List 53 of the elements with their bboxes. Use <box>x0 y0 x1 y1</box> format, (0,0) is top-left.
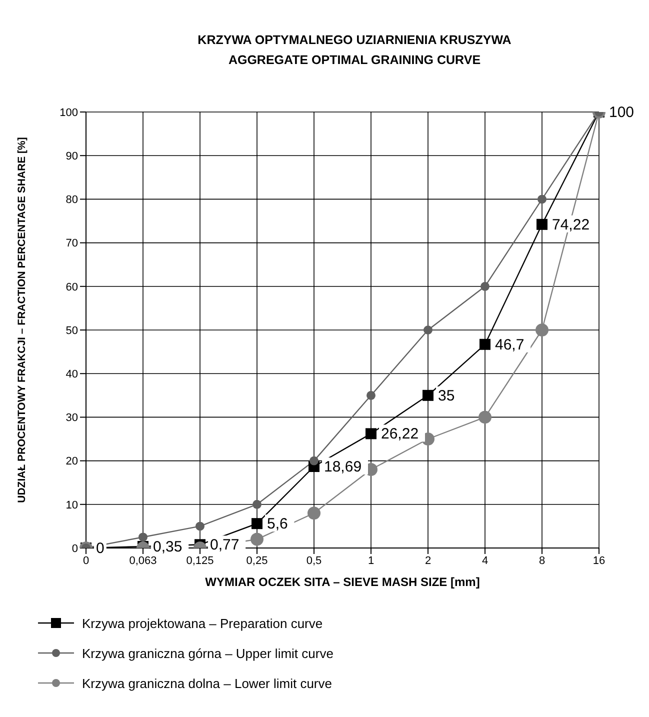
x-tick-label: 8 <box>538 554 546 567</box>
point <box>536 324 548 336</box>
x-tick-label: 0,5 <box>306 554 322 567</box>
point <box>536 218 548 230</box>
y-tick-label: 40 <box>66 368 78 381</box>
point <box>424 326 432 334</box>
point <box>252 500 262 509</box>
point <box>308 506 320 520</box>
x-tick-label: 2 <box>424 554 432 567</box>
y-axis-title: UDZIAŁ PROCENTOWY FRAKCJI – FRACTION PERCENTAGE SHARE [%] <box>16 137 28 503</box>
y-tick-label: 0 <box>72 542 78 555</box>
point <box>478 410 492 424</box>
point <box>366 390 376 400</box>
y-tick-label: 30 <box>66 412 78 424</box>
chart-title: KRZYWA OPTYMALNEGO UZIARNIENIA KRUSZYWA AGGREGATE OPTIMAL GRAINING CURVE <box>196 32 512 69</box>
data-label: 5,6 <box>267 516 288 533</box>
y-tick-label: 70 <box>66 238 78 250</box>
data-label: 18,69 <box>324 458 362 476</box>
point <box>310 456 318 466</box>
y-tick-label: 80 <box>66 194 78 206</box>
data-label: 0,77 <box>210 536 240 554</box>
x-tick-label: 0,25 <box>246 554 268 567</box>
y-tick-label: 50 <box>66 324 78 337</box>
y-tick-label: 90 <box>66 150 78 163</box>
point <box>252 518 262 530</box>
data-label: 35 <box>438 387 455 404</box>
data-label: 0,35 <box>153 538 182 556</box>
y-tick-label: 60 <box>66 281 78 294</box>
data-label: 74,22 <box>552 216 590 234</box>
point <box>480 338 490 350</box>
x-tick-label: 1 <box>368 554 374 567</box>
point <box>250 532 264 546</box>
x-tick-label: 0,125 <box>186 554 214 567</box>
point <box>480 282 490 291</box>
x-axis-title: WYMIAR OCZEK SITA – SIEVE MASH SIZE [mm] <box>205 575 480 589</box>
y-tick-label: 20 <box>66 456 78 468</box>
y-tick-label: 100 <box>60 106 78 119</box>
data-label: 46,7 <box>495 336 524 354</box>
legend-label: Krzywa graniczna dolna – Lower limit curve <box>82 676 332 690</box>
point <box>138 532 148 542</box>
x-tick-label: 16 <box>592 554 606 567</box>
x-tick-label: 0 <box>82 554 90 567</box>
x-tick-label: 0,063 <box>129 554 157 567</box>
point <box>196 522 204 531</box>
y-tick-label: 10 <box>66 499 78 512</box>
point <box>366 428 376 440</box>
legend-label: Krzywa graniczna górna – Upper limit curve <box>82 646 334 660</box>
data-label: 100 <box>609 104 634 121</box>
point <box>538 194 546 204</box>
data-label: 26,22 <box>381 426 419 443</box>
point <box>422 390 434 401</box>
legend-label: Krzywa projektowana – Preparation curve <box>82 616 323 630</box>
x-tick-label: 4 <box>482 554 488 567</box>
